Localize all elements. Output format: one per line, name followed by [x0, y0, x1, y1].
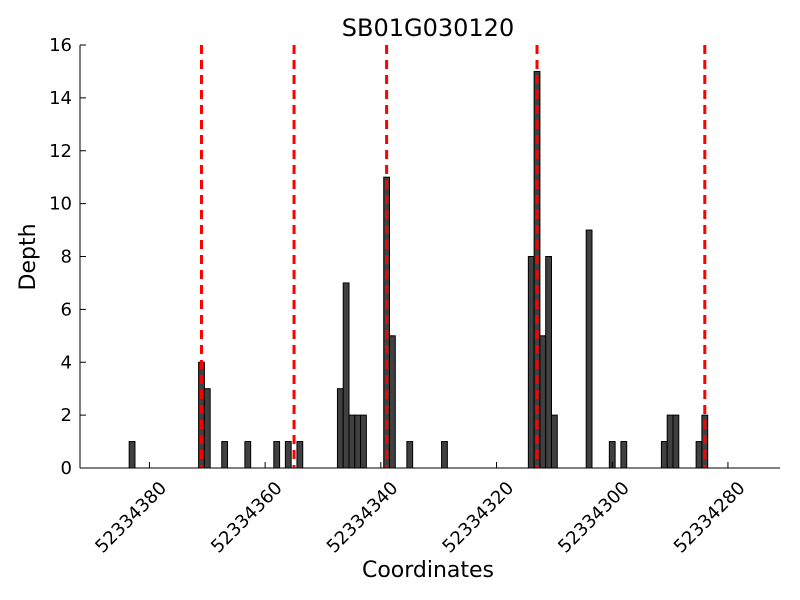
bar-11 [354, 414, 362, 469]
bar-14 [389, 335, 396, 469]
bar-24 [620, 441, 628, 469]
y-tick-label-3: 6 [61, 299, 72, 320]
y-tick-label-6: 12 [49, 141, 72, 162]
bar-4 [244, 441, 252, 469]
bar-26 [666, 414, 674, 469]
bar-9 [342, 282, 350, 469]
bar-8 [336, 388, 344, 469]
bar-27 [672, 414, 680, 469]
chart-title: SB01G030120 [342, 14, 514, 42]
bar-25 [660, 441, 668, 469]
bar-6 [284, 441, 292, 469]
bar-16 [441, 441, 448, 469]
bar-7 [296, 441, 304, 469]
bar-15 [406, 441, 414, 469]
bar-10 [348, 414, 356, 469]
y-tick-label-4: 8 [61, 247, 72, 268]
y-tick-label-8: 16 [49, 35, 72, 56]
bar-0 [128, 441, 136, 469]
x-axis-label: Coordinates [362, 558, 494, 583]
bar-21 [550, 414, 558, 469]
bar-3 [221, 441, 229, 469]
marker-lines-group [199, 45, 707, 468]
x-ticks-group: 52334380 52334360 52334340 52334320 52334300… [91, 462, 750, 558]
y-tick-label-1: 2 [61, 405, 72, 426]
y-tick-label-5: 10 [49, 194, 72, 215]
y-ticks-group: 0 2 4 6 8 10 12 14 16 [49, 35, 86, 479]
x-tick-label-4: 52334300 [554, 478, 634, 558]
y-tick-label-2: 4 [61, 352, 72, 373]
bar-5 [273, 441, 281, 469]
bar-20 [545, 256, 552, 469]
y-axis-label: Depth [16, 223, 41, 290]
y-tick-label-0: 0 [61, 458, 72, 479]
x-tick-label-2: 52334340 [323, 478, 403, 558]
bars-group [128, 70, 709, 469]
x-tick-label-5: 52334280 [670, 478, 750, 558]
y-tick-label-7: 14 [49, 88, 72, 109]
bar-22 [585, 229, 593, 469]
bar-19 [539, 335, 547, 469]
bar-12 [360, 414, 367, 469]
x-tick-label-0: 52334380 [91, 478, 171, 558]
bar-28 [695, 441, 703, 469]
bar-17 [527, 256, 535, 469]
x-tick-label-1: 52334360 [207, 478, 287, 558]
x-tick-label-3: 52334320 [438, 478, 518, 558]
bar-2 [203, 388, 211, 469]
